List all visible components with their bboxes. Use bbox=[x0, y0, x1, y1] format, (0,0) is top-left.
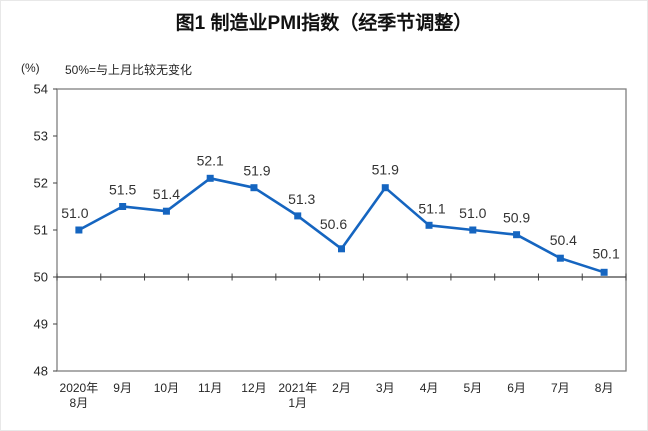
y-axis-tick-label: 53 bbox=[34, 129, 48, 144]
data-point-label: 50.4 bbox=[550, 232, 577, 248]
x-axis-tick-label: 11月 bbox=[198, 381, 222, 395]
data-point-marker bbox=[469, 226, 477, 234]
y-axis-tick-label: 51 bbox=[34, 223, 48, 238]
baseline-note: 50%=与上月比较无变化 bbox=[65, 63, 193, 77]
data-point-label: 50.6 bbox=[320, 216, 347, 232]
data-point-marker bbox=[556, 254, 564, 262]
data-point-label: 51.4 bbox=[153, 186, 180, 202]
data-point-marker bbox=[162, 207, 170, 215]
data-point-marker bbox=[600, 268, 608, 276]
data-point-label: 51.3 bbox=[288, 191, 315, 207]
data-point-label: 51.1 bbox=[418, 200, 445, 216]
data-point-label: 50.9 bbox=[503, 210, 530, 226]
data-point-label: 50.1 bbox=[592, 245, 619, 261]
chart-title: 图1 制造业PMI指数（经季节调整） bbox=[175, 13, 473, 34]
x-axis-tick-label: 2021年 bbox=[278, 381, 317, 395]
data-point-label: 51.9 bbox=[243, 163, 270, 179]
x-axis-tick-label: 8月 bbox=[595, 381, 614, 395]
y-axis-tick-label: 54 bbox=[34, 82, 48, 97]
y-axis-tick-label: 48 bbox=[34, 364, 48, 379]
data-point-marker bbox=[206, 174, 214, 182]
x-axis-tick-label: 9月 bbox=[113, 381, 132, 395]
x-axis-tick-label: 12月 bbox=[241, 381, 266, 395]
x-axis-tick-label: 2月 bbox=[332, 381, 351, 395]
x-axis-tick-label: 5月 bbox=[463, 381, 482, 395]
data-point-marker bbox=[294, 212, 302, 220]
x-axis-tick-label: 6月 bbox=[507, 381, 526, 395]
data-point-marker bbox=[250, 184, 258, 192]
x-axis-tick-label: 3月 bbox=[376, 381, 395, 395]
data-point-label: 51.5 bbox=[109, 182, 136, 198]
data-point-marker bbox=[338, 245, 345, 253]
data-point-label: 51.0 bbox=[61, 205, 88, 221]
x-axis-tick-label: 2020年 bbox=[60, 381, 99, 395]
data-point-label: 51.0 bbox=[459, 205, 486, 221]
x-axis-tick-label: 1月 bbox=[288, 396, 307, 410]
y-axis-tick-label: 52 bbox=[34, 176, 48, 191]
data-point-marker bbox=[425, 221, 433, 229]
data-point-marker bbox=[381, 184, 389, 192]
y-axis-tick-label: 49 bbox=[34, 317, 48, 332]
x-axis-tick-label: 10月 bbox=[154, 381, 179, 395]
y-axis-unit-label: (%) bbox=[21, 61, 40, 75]
data-point-marker bbox=[119, 203, 127, 210]
x-axis-tick-label: 4月 bbox=[420, 381, 439, 395]
x-axis-tick-label: 8月 bbox=[70, 396, 89, 410]
x-axis-tick-label: 7月 bbox=[551, 381, 570, 395]
data-point-label: 51.9 bbox=[372, 162, 399, 178]
data-point-marker bbox=[75, 226, 83, 234]
y-axis-tick-label: 50 bbox=[34, 270, 48, 285]
data-point-marker bbox=[513, 231, 521, 239]
data-point-label: 52.1 bbox=[197, 152, 224, 168]
